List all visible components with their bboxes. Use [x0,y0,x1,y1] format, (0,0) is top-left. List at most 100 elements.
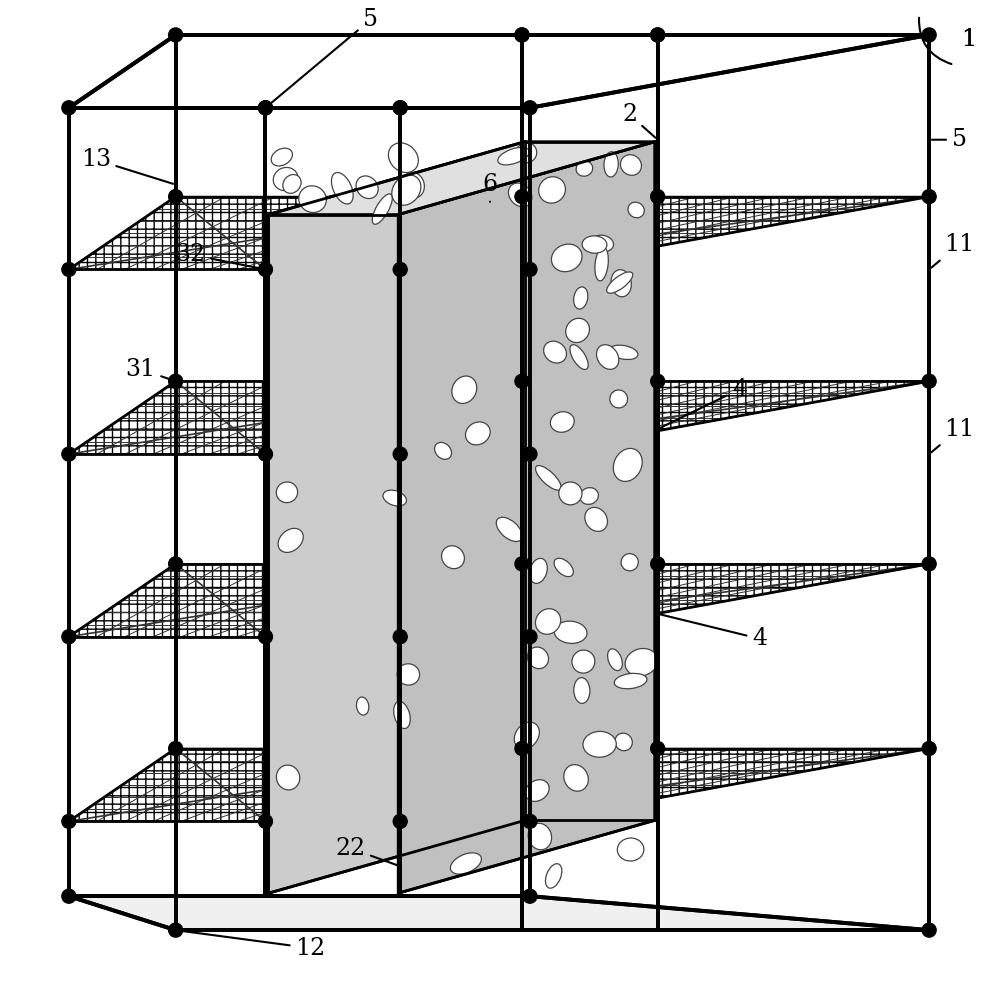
Polygon shape [265,748,658,821]
Circle shape [62,447,76,461]
Text: 5: 5 [932,128,967,152]
Ellipse shape [551,245,582,271]
Circle shape [515,557,529,571]
Circle shape [922,923,936,937]
Ellipse shape [299,186,326,213]
Circle shape [62,262,76,276]
Text: 4: 4 [660,615,767,651]
Ellipse shape [610,390,628,408]
Circle shape [393,262,407,276]
Polygon shape [69,748,522,821]
Circle shape [169,557,183,571]
Ellipse shape [271,148,292,166]
Circle shape [393,101,407,115]
Circle shape [62,814,76,828]
Ellipse shape [597,344,619,369]
Ellipse shape [604,152,618,177]
Ellipse shape [550,412,574,432]
Text: 31: 31 [126,357,173,381]
Circle shape [169,374,183,388]
Ellipse shape [536,466,561,490]
Circle shape [651,374,665,388]
Ellipse shape [397,664,420,685]
Text: 6: 6 [482,173,498,202]
Ellipse shape [402,173,424,198]
Circle shape [515,28,529,42]
Circle shape [393,101,407,115]
Circle shape [651,28,665,42]
Ellipse shape [276,482,298,503]
Circle shape [515,28,529,42]
Text: 22: 22 [335,836,398,865]
Circle shape [651,557,665,571]
Polygon shape [268,142,525,893]
Polygon shape [69,748,929,821]
Circle shape [258,814,272,828]
Circle shape [523,101,537,115]
Circle shape [258,262,272,276]
Circle shape [523,630,537,644]
Circle shape [258,630,272,644]
Ellipse shape [613,448,642,481]
Circle shape [62,101,76,115]
Ellipse shape [617,838,644,861]
Ellipse shape [615,734,632,750]
Ellipse shape [608,649,622,671]
Polygon shape [265,564,658,637]
Polygon shape [400,564,929,637]
Circle shape [922,742,936,755]
Circle shape [922,190,936,204]
Circle shape [169,190,183,204]
Polygon shape [400,381,929,454]
Ellipse shape [528,823,552,849]
Circle shape [62,630,76,644]
Circle shape [651,190,665,204]
Circle shape [393,447,407,461]
Circle shape [922,557,936,571]
Ellipse shape [278,528,303,553]
Ellipse shape [580,488,598,504]
Ellipse shape [356,176,378,199]
Text: 4: 4 [660,377,747,428]
Ellipse shape [621,554,638,571]
Ellipse shape [545,863,562,888]
Ellipse shape [574,678,590,704]
Ellipse shape [276,765,300,789]
Ellipse shape [388,143,418,173]
Ellipse shape [356,697,369,716]
Ellipse shape [452,376,477,403]
Ellipse shape [529,558,547,584]
Ellipse shape [394,702,410,729]
Polygon shape [69,35,929,108]
Circle shape [523,262,537,276]
Ellipse shape [273,168,298,191]
Ellipse shape [508,183,532,207]
Circle shape [515,190,529,204]
Ellipse shape [498,148,529,165]
Text: 11: 11 [931,417,974,452]
Polygon shape [69,197,929,269]
Circle shape [393,630,407,644]
Polygon shape [69,564,929,637]
Ellipse shape [582,236,607,253]
Ellipse shape [450,853,481,874]
Ellipse shape [614,674,647,689]
Polygon shape [400,748,929,821]
Ellipse shape [435,442,452,459]
Circle shape [651,28,665,42]
Ellipse shape [566,318,589,342]
Circle shape [169,742,183,755]
Text: 11: 11 [931,233,974,267]
Circle shape [169,923,183,937]
Ellipse shape [383,490,406,506]
Polygon shape [69,381,522,454]
Polygon shape [525,142,655,820]
Text: 13: 13 [81,148,173,184]
Circle shape [515,374,529,388]
Circle shape [258,101,272,115]
Ellipse shape [554,558,573,577]
Ellipse shape [572,650,595,673]
Ellipse shape [527,647,549,669]
Ellipse shape [595,248,608,280]
Ellipse shape [564,764,588,791]
